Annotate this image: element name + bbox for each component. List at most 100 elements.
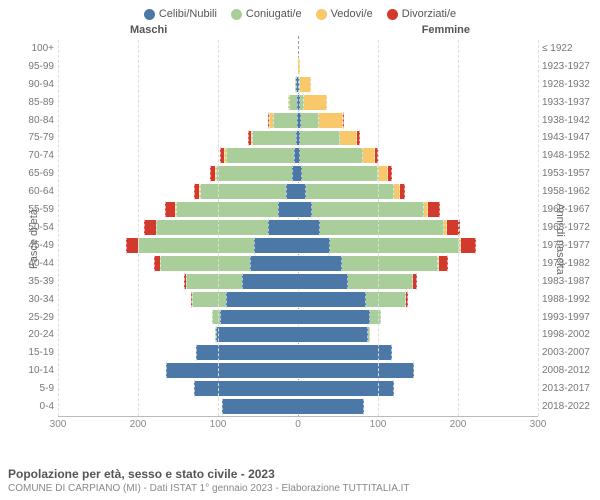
female-bar — [298, 362, 538, 379]
female-bar — [298, 344, 538, 361]
age-row: 0-42018-2022 — [58, 398, 538, 416]
grid-line — [538, 40, 539, 416]
female-bar — [298, 94, 538, 111]
female-bar — [298, 326, 538, 343]
age-label: 10-14 — [4, 366, 58, 376]
legend-item: Divorziati/e — [387, 8, 456, 20]
birth-year-label: 1928-1932 — [538, 80, 596, 90]
female-bar — [298, 398, 538, 415]
age-label: 80-84 — [4, 116, 58, 126]
x-tick: 200 — [450, 419, 467, 430]
bar-segment-divorced — [184, 273, 186, 290]
male-bar — [58, 58, 298, 75]
bar-segment-married — [289, 94, 297, 111]
bar-segment-widowed — [304, 94, 326, 111]
age-label: 45-49 — [4, 241, 58, 251]
male-bar — [58, 344, 298, 361]
grid-line — [458, 40, 459, 416]
bar-segment-married — [300, 147, 362, 164]
female-bar — [298, 165, 538, 182]
birth-year-label: 2008-2012 — [538, 366, 596, 376]
age-label: 55-59 — [4, 205, 58, 215]
legend-swatch — [144, 9, 155, 20]
male-bar — [58, 291, 298, 308]
age-row: 50-541968-1972 — [58, 219, 538, 237]
bar-segment-married — [252, 130, 296, 147]
x-tick: 300 — [50, 419, 67, 430]
chart-footer: Popolazione per età, sesso e stato civil… — [8, 467, 410, 494]
bar-segment-single — [220, 309, 298, 326]
x-tick: 100 — [370, 419, 387, 430]
bar-segment-divorced — [400, 183, 405, 200]
age-row: 35-391983-1987 — [58, 273, 538, 291]
legend-swatch — [231, 9, 242, 20]
age-label: 15-19 — [4, 348, 58, 358]
female-bar — [298, 380, 538, 397]
bar-segment-widowed — [298, 58, 300, 75]
bar-segment-single — [250, 255, 298, 272]
bar-segment-married — [216, 165, 292, 182]
bar-segment-single — [298, 326, 368, 343]
age-row: 100+≤ 1922 — [58, 40, 538, 58]
birth-year-label: 1958-1962 — [538, 187, 596, 197]
female-bar — [298, 112, 538, 129]
age-row: 40-441978-1982 — [58, 255, 538, 273]
grid-line — [58, 40, 59, 416]
chart-subtitle: COMUNE DI CARPIANO (MI) - Dati ISTAT 1° … — [8, 483, 410, 494]
birth-year-label: 2018-2022 — [538, 402, 596, 412]
age-label: 75-79 — [4, 133, 58, 143]
age-row: 55-591963-1967 — [58, 201, 538, 219]
bar-segment-single — [196, 344, 298, 361]
bar-segment-single — [166, 362, 298, 379]
bar-segment-single — [268, 219, 298, 236]
birth-year-label: 1963-1967 — [538, 205, 596, 215]
legend-label: Coniugati/e — [246, 8, 302, 20]
birth-year-label: 1938-1942 — [538, 116, 596, 126]
legend-swatch — [387, 9, 398, 20]
birth-year-label: 1968-1972 — [538, 223, 596, 233]
bar-segment-married — [330, 237, 460, 254]
bar-segment-single — [298, 398, 364, 415]
female-bar — [298, 237, 538, 254]
birth-year-label: 1993-1997 — [538, 313, 596, 323]
bar-segment-widowed — [288, 94, 290, 111]
bar-segment-widowed — [378, 165, 388, 182]
age-row: 65-691953-1957 — [58, 165, 538, 183]
bar-segment-divorced — [413, 273, 417, 290]
male-bar — [58, 165, 298, 182]
male-bar — [58, 183, 298, 200]
bar-segment-divorced — [461, 237, 475, 254]
age-label: 0-4 — [4, 402, 58, 412]
male-bar — [58, 326, 298, 343]
bar-segment-married — [295, 76, 297, 93]
bar-segment-married — [306, 183, 394, 200]
age-label: 90-94 — [4, 80, 58, 90]
age-label: 50-54 — [4, 223, 58, 233]
female-bar — [298, 219, 538, 236]
female-bar — [298, 147, 538, 164]
bar-segment-divorced — [248, 130, 250, 147]
bar-segment-widowed — [269, 112, 273, 129]
bar-segment-single — [286, 183, 298, 200]
bar-segment-widowed — [319, 112, 343, 129]
age-row: 90-941928-1932 — [58, 76, 538, 94]
bar-segment-married — [176, 201, 278, 218]
bar-segment-divorced — [439, 255, 449, 272]
birth-year-label: 1953-1957 — [538, 169, 596, 179]
bar-segment-single — [298, 201, 312, 218]
age-label: 5-9 — [4, 384, 58, 394]
bar-segment-divorced — [388, 165, 392, 182]
legend-label: Celibi/Nubili — [159, 8, 217, 20]
age-row: 80-841938-1942 — [58, 112, 538, 130]
bar-segment-single — [298, 362, 414, 379]
x-tick: 300 — [530, 419, 547, 430]
bar-segment-widowed — [251, 130, 253, 147]
bar-segment-divorced — [165, 201, 175, 218]
male-bar — [58, 201, 298, 218]
bar-segment-married — [156, 219, 268, 236]
bar-segment-single — [298, 291, 366, 308]
bar-segment-divorced — [428, 201, 439, 218]
legend-label: Vedovi/e — [331, 8, 373, 20]
female-bar — [298, 273, 538, 290]
female-bar — [298, 183, 538, 200]
